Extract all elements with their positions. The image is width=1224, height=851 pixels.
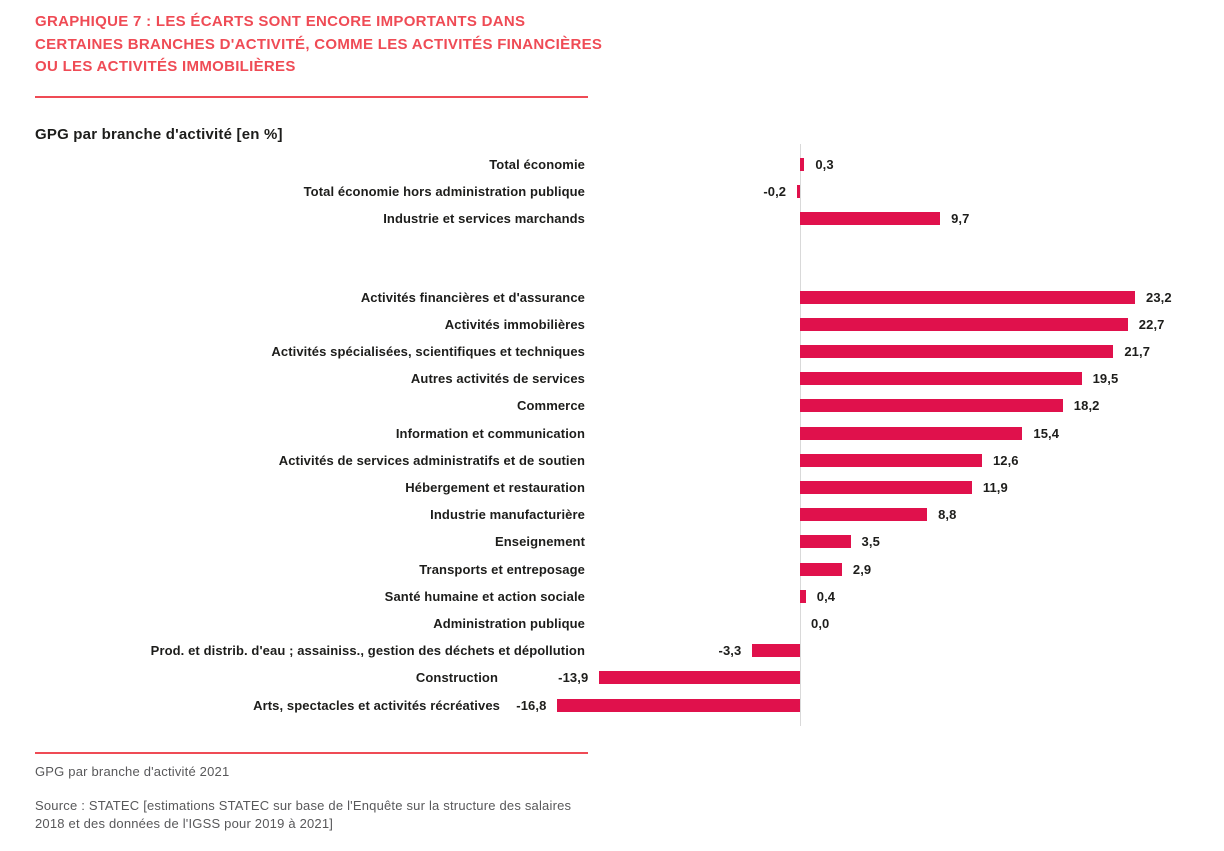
value-label: 18,2 [1073, 398, 1100, 414]
footer-divider-rule [35, 752, 588, 754]
bar [800, 481, 972, 495]
bar-chart: Total économie 0,3 Total économie hors adm… [0, 144, 1224, 726]
category-label: Industrie et services marchands [383, 211, 585, 227]
value-label: 23,2 [1146, 289, 1172, 305]
value-label: -3,3 [718, 643, 742, 659]
value-label: 15,4 [1033, 425, 1060, 441]
value-label: 8,8 [938, 507, 957, 523]
bar [800, 345, 1114, 359]
chart-caption: GPG par branche d'activité 2021 [35, 764, 230, 779]
chart-row: Activités financières et d'assurance 23,2 [0, 284, 1224, 311]
value-label: -0,2 [763, 184, 787, 200]
value-label: 3,5 [861, 534, 880, 550]
graphic-title-line-2: CERTAINES BRANCHES D'ACTIVITÉ, COMME LES… [35, 35, 603, 53]
category-label: Construction [415, 670, 498, 686]
value-label: 0,0 [811, 616, 830, 631]
category-label: Santé humaine et action sociale [384, 588, 585, 604]
chart-row: Information et communication 15,4 [0, 420, 1224, 447]
category-label: Total économie [489, 157, 585, 172]
graphic-title: GRAPHIQUE 7 : LES ÉCARTS SONT ENCORE IMP… [35, 11, 675, 79]
value-label: 11,9 [982, 480, 1008, 495]
chart-title: GPG par branche d'activité [en %] [35, 126, 283, 143]
bar [800, 562, 842, 576]
value-label: 2,9 [852, 561, 872, 577]
chart-row: Total économie 0,3 [0, 151, 1224, 178]
category-label: Industrie manufacturière [430, 507, 585, 523]
bar [752, 644, 800, 658]
category-label: Activités financières et d'assurance [360, 289, 585, 305]
bar [800, 399, 1063, 413]
value-label: 0,3 [815, 157, 834, 172]
chart-row: Transports et entreposage 2,9 [0, 556, 1224, 583]
category-label: Total économie hors administration publi… [303, 184, 585, 200]
chart-row: Activités de services administratifs et … [0, 447, 1224, 474]
chart-row: Industrie manufacturière 8,8 [0, 501, 1224, 528]
chart-row: Construction -13,9 [0, 664, 1224, 691]
bar [800, 535, 851, 549]
chart-row: Total économie hors administration publi… [0, 178, 1224, 205]
chart-row: Arts, spectacles et activités récréative… [0, 692, 1224, 719]
chart-row: Activités immobilières 22,7 [0, 311, 1224, 338]
chart-row: Administration publique 0,0 [0, 610, 1224, 637]
chart-row: Industrie et services marchands 9,7 [0, 205, 1224, 232]
chart-row: Prod. et distrib. d'eau ; assainiss., ge… [0, 637, 1224, 664]
category-label: Administration publique [433, 616, 585, 631]
chart-row: Commerce 18,2 [0, 392, 1224, 419]
chart-row: Hébergement et restauration 11,9 [0, 474, 1224, 501]
value-label: 9,7 [951, 211, 970, 227]
bar [797, 185, 800, 199]
chart-row: Enseignement 3,5 [0, 528, 1224, 555]
graphic-title-line-1: GRAPHIQUE 7 : LES ÉCARTS SONT ENCORE IMP… [35, 13, 526, 30]
chart-row: Santé humaine et action sociale 0,4 [0, 583, 1224, 610]
category-label: Information et communication [395, 425, 585, 441]
category-label: Transports et entreposage [419, 561, 585, 577]
category-label: Hébergement et restauration [405, 480, 585, 495]
source-note: Source : STATEC [estimations STATEC sur … [35, 798, 572, 831]
bar [800, 589, 806, 603]
value-label: 22,7 [1138, 316, 1165, 332]
bar [800, 290, 1135, 304]
title-divider-rule [35, 96, 588, 98]
value-label: 12,6 [992, 452, 1019, 468]
chart-row: Autres activités de services 19,5 [0, 365, 1224, 392]
bar [800, 158, 805, 172]
value-label: -13,9 [558, 670, 589, 686]
value-label: 21,7 [1124, 344, 1151, 359]
category-label: Arts, spectacles et activités récréative… [253, 697, 500, 713]
value-label: 19,5 [1092, 371, 1119, 387]
bar [800, 372, 1082, 386]
bar [800, 508, 928, 522]
bar [599, 671, 800, 685]
value-label: 0,4 [816, 588, 836, 604]
graphic-title-line-3: OU LES ACTIVITÉS IMMOBILIÈRES [35, 58, 296, 75]
bar [800, 426, 1023, 440]
category-label: Activités immobilières [444, 316, 585, 332]
bar [557, 698, 800, 712]
category-label: Commerce [517, 398, 585, 414]
value-label: -16,8 [516, 697, 547, 713]
chart-row: Activités spécialisées, scientifiques et… [0, 338, 1224, 365]
bar [800, 212, 941, 226]
bar [800, 453, 982, 467]
category-label: Enseignement [494, 534, 585, 550]
bar [800, 317, 1128, 331]
category-label: Activités spécialisées, scientifiques et… [271, 344, 585, 359]
category-label: Autres activités de services [410, 371, 585, 387]
category-label: Prod. et distrib. d'eau ; assainiss., ge… [150, 643, 585, 659]
category-label: Activités de services administratifs et … [278, 452, 585, 468]
